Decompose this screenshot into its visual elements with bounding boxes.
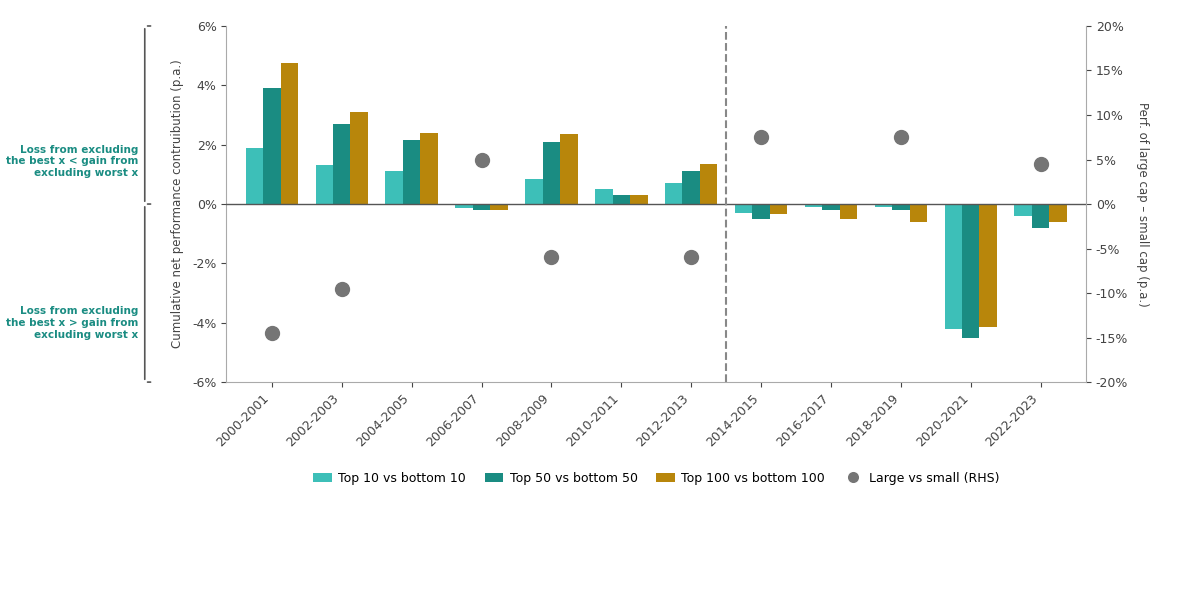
Bar xyxy=(665,183,683,204)
Y-axis label: Perf. of large cap – small cap (p.a.): Perf. of large cap – small cap (p.a.) xyxy=(1136,102,1150,306)
Bar xyxy=(385,172,403,204)
Text: Loss from excluding
the best x > gain from
excluding worst x: Loss from excluding the best x > gain fr… xyxy=(6,306,138,340)
Point xyxy=(682,253,701,263)
Bar xyxy=(491,204,508,210)
Point xyxy=(332,284,352,294)
Bar xyxy=(752,204,770,219)
Bar xyxy=(700,164,718,204)
Bar xyxy=(734,204,752,213)
Bar xyxy=(683,172,700,204)
Bar xyxy=(316,166,334,204)
Bar xyxy=(979,204,997,327)
Bar xyxy=(526,179,542,204)
Bar xyxy=(1014,204,1032,216)
Point xyxy=(751,133,770,142)
Bar xyxy=(612,195,630,204)
Bar xyxy=(595,189,612,204)
Bar xyxy=(910,204,928,222)
Bar xyxy=(944,204,962,329)
Point xyxy=(472,155,491,164)
Y-axis label: Cumulative net performance contruibution (p.a.): Cumulative net performance contruibution… xyxy=(172,60,184,349)
Bar xyxy=(770,204,787,215)
Point xyxy=(892,133,911,142)
Bar xyxy=(892,204,910,210)
Text: Loss from excluding
the best x < gain from
excluding worst x: Loss from excluding the best x < gain fr… xyxy=(6,145,138,178)
Bar xyxy=(840,204,857,219)
Bar xyxy=(962,204,979,338)
Bar xyxy=(1049,204,1067,222)
Bar xyxy=(473,204,491,210)
Bar xyxy=(246,148,263,204)
Bar xyxy=(875,204,892,207)
Point xyxy=(1031,159,1050,169)
Bar xyxy=(403,141,420,204)
Bar xyxy=(334,124,350,204)
Bar xyxy=(281,63,298,204)
Point xyxy=(263,328,282,338)
Bar xyxy=(350,112,368,204)
Bar xyxy=(805,204,822,207)
Bar xyxy=(542,142,560,204)
Point xyxy=(542,253,562,263)
Legend: Top 10 vs bottom 10, Top 50 vs bottom 50, Top 100 vs bottom 100, Large vs small : Top 10 vs bottom 10, Top 50 vs bottom 50… xyxy=(308,467,1004,490)
Bar xyxy=(822,204,840,210)
Bar xyxy=(560,135,577,204)
Bar xyxy=(420,133,438,204)
Bar xyxy=(263,89,281,204)
Bar xyxy=(455,204,473,209)
Bar xyxy=(1032,204,1049,228)
Bar xyxy=(630,195,648,204)
